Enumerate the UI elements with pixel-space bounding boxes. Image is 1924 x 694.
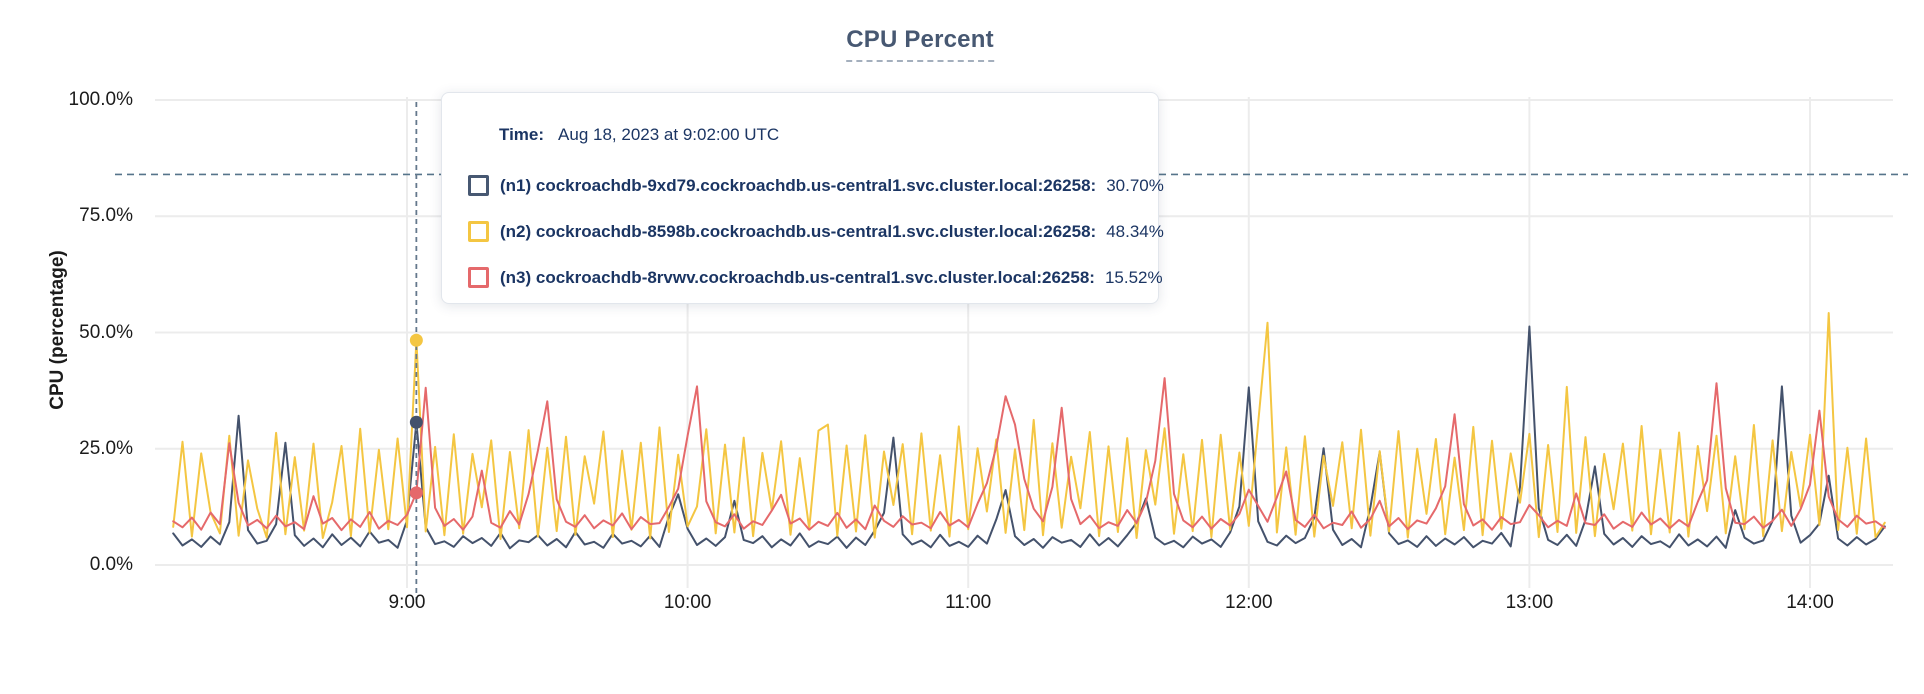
- x-tick-label: 10:00: [663, 592, 712, 613]
- x-tick-label: 12:00: [1225, 592, 1273, 613]
- y-tick-label: 25.0%: [79, 437, 133, 459]
- series-color-swatch-n1: [468, 175, 489, 196]
- y-tick-label: 0.0%: [89, 554, 133, 575]
- tooltip-series-label: (n1) cockroachdb-9xd79.cockroachdb.us-ce…: [500, 175, 1097, 195]
- tooltip-series-label: (n2) cockroachdb-8598b.cockroachdb.us-ce…: [500, 221, 1097, 241]
- y-tick-label: 50.0%: [79, 321, 133, 343]
- hover-dot-n3: [409, 486, 423, 500]
- tooltip-series-value: 15.52%: [1104, 267, 1163, 287]
- tooltip-series-value: 30.70%: [1106, 175, 1164, 195]
- y-tick-label: 100.0%: [68, 89, 133, 110]
- hover-dot-n2: [409, 333, 423, 347]
- tooltip-series-row-n1: (n1) cockroachdb-9xd79.cockroachdb.us-ce…: [468, 175, 1164, 196]
- hover-tooltip: Time: Aug 18, 2023 at 9:02:00 UTC (n1) c…: [441, 92, 1164, 304]
- tooltip-time-row: Time: Aug 18, 2023 at 9:02:00 UTC: [499, 125, 779, 145]
- tooltip-series-value: 48.34%: [1106, 221, 1164, 241]
- chart-title: CPU Percent: [846, 26, 994, 62]
- tooltip-time-label: Time:: [499, 125, 545, 144]
- series-line-n2[interactable]: [172, 312, 1886, 540]
- x-tick-label: 13:00: [1505, 592, 1554, 613]
- tooltip-time-value: Aug 18, 2023 at 9:02:00 UTC: [558, 125, 780, 144]
- x-tick-label: 11:00: [945, 592, 992, 613]
- series-color-swatch-n3: [468, 267, 489, 288]
- tooltip-series-label: (n3) cockroachdb-8rvwv.cockroachdb.us-ce…: [500, 267, 1095, 287]
- x-tick-label: 14:00: [1786, 592, 1834, 613]
- x-tick-label: 9:00: [388, 592, 426, 613]
- series-line-n3[interactable]: [172, 377, 1886, 532]
- hover-dot-n1: [409, 415, 423, 429]
- tooltip-series-row-n2: (n2) cockroachdb-8598b.cockroachdb.us-ce…: [468, 221, 1164, 242]
- y-tick-label: 75.0%: [79, 205, 133, 227]
- series-color-swatch-n2: [468, 221, 489, 242]
- tooltip-series-row-n3: (n3) cockroachdb-8rvwv.cockroachdb.us-ce…: [468, 267, 1163, 288]
